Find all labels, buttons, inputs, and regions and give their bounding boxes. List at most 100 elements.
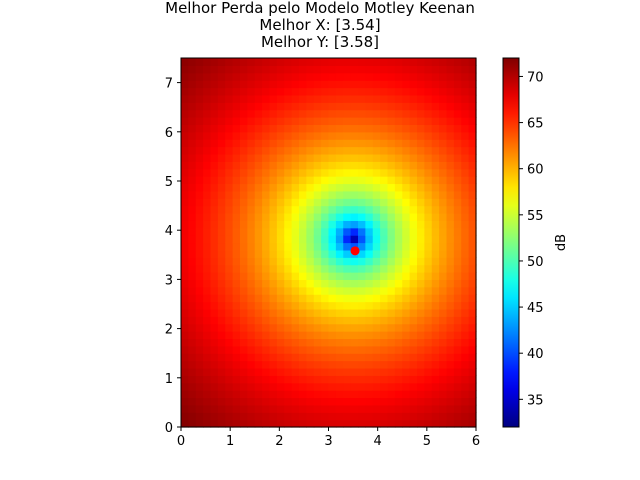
heatmap-cell (247, 80, 256, 89)
heatmap-cell (358, 139, 366, 148)
heatmap-cell (343, 124, 352, 133)
heatmap-cell (365, 190, 374, 199)
heatmap-cell (247, 87, 256, 96)
heatmap-cell (446, 220, 455, 229)
heatmap-cell (240, 257, 248, 266)
heatmap-cell (247, 323, 256, 332)
heatmap-cell (417, 353, 425, 362)
heatmap-cell (468, 94, 477, 103)
heatmap-cell (217, 308, 226, 317)
heatmap-cell (306, 367, 315, 376)
heatmap-cell (210, 323, 219, 332)
heatmap-cell (254, 139, 263, 148)
heatmap-cell (461, 397, 470, 406)
heatmap-cell (461, 308, 470, 317)
heatmap-cell (276, 294, 285, 303)
heatmap-cell (468, 419, 477, 428)
heatmap-cell (453, 316, 462, 325)
heatmap-cell (181, 279, 189, 288)
heatmap-cell (439, 294, 448, 303)
heatmap-cell (262, 404, 271, 413)
colorbar-tick-label: 50 (527, 255, 544, 270)
heatmap-cell (321, 153, 330, 162)
heatmap-cell (439, 117, 448, 126)
heatmap-cell (380, 404, 389, 413)
heatmap-cell (350, 87, 359, 96)
heatmap-cell (269, 264, 278, 273)
heatmap-cell (284, 353, 293, 362)
heatmap-cell (232, 323, 241, 332)
heatmap-cell (358, 242, 366, 251)
heatmap-cell (195, 382, 204, 391)
heatmap-cell (232, 308, 241, 317)
heatmap-cell (439, 168, 448, 177)
heatmap-cell (217, 176, 226, 185)
heatmap-cell (343, 161, 352, 170)
heatmap-cell (217, 419, 226, 428)
heatmap-cell (372, 102, 381, 111)
heatmap-cell (461, 375, 470, 384)
heatmap-cell (439, 375, 448, 384)
heatmap-cell (402, 367, 411, 376)
heatmap-cell (210, 198, 219, 207)
heatmap-cell (417, 382, 425, 391)
heatmap-cell (350, 183, 359, 192)
heatmap-cell (468, 212, 477, 221)
heatmap-cell (299, 80, 307, 89)
heatmap-cell (262, 338, 271, 347)
heatmap-cell (402, 257, 411, 266)
heatmap-cell (424, 264, 433, 273)
heatmap-cell (217, 80, 226, 89)
heatmap-cell (409, 316, 418, 325)
heatmap-cell (181, 146, 189, 155)
heatmap-cell (262, 294, 271, 303)
heatmap-cell (387, 279, 396, 288)
heatmap-cell (321, 242, 330, 251)
heatmap-cell (461, 72, 470, 81)
heatmap-cell (417, 375, 425, 384)
heatmap-cell (217, 205, 226, 214)
heatmap-cell (276, 382, 285, 391)
heatmap-cell (468, 382, 477, 391)
heatmap-cell (254, 80, 263, 89)
heatmap-cell (299, 249, 307, 258)
heatmap-cell (394, 242, 403, 251)
heatmap-cell (380, 419, 389, 428)
heatmap-cell (372, 338, 381, 347)
heatmap-cell (299, 198, 307, 207)
heatmap-cell (306, 87, 315, 96)
heatmap-cell (284, 131, 293, 140)
heatmap-cell (461, 146, 470, 155)
heatmap-cell (468, 146, 477, 155)
heatmap-cell (335, 353, 344, 362)
heatmap-cell (468, 308, 477, 317)
heatmap-cell (203, 316, 212, 325)
heatmap-cell (380, 382, 389, 391)
heatmap-cell (225, 65, 234, 74)
heatmap-cell (380, 353, 389, 362)
heatmap-cell (188, 212, 197, 221)
heatmap-cell (284, 87, 293, 96)
heatmap-cell (262, 227, 271, 236)
heatmap-cell (217, 375, 226, 384)
heatmap-cell (387, 58, 396, 66)
heatmap-cell (417, 397, 425, 406)
heatmap-cell (417, 102, 425, 111)
heatmap-cell (394, 205, 403, 214)
heatmap-cell (387, 153, 396, 162)
heatmap-cell (262, 131, 271, 140)
heatmap-cell (365, 257, 374, 266)
heatmap-cell (394, 109, 403, 118)
heatmap-cell (431, 249, 440, 258)
heatmap-cell (210, 249, 219, 258)
heatmap-cell (210, 176, 219, 185)
heatmap-cell (328, 404, 337, 413)
heatmap-cell (439, 316, 448, 325)
heatmap-cell (210, 390, 219, 399)
heatmap-cell (210, 242, 219, 251)
heatmap-cell (269, 146, 278, 155)
heatmap-cell (424, 72, 433, 81)
heatmap-cell (262, 220, 271, 229)
